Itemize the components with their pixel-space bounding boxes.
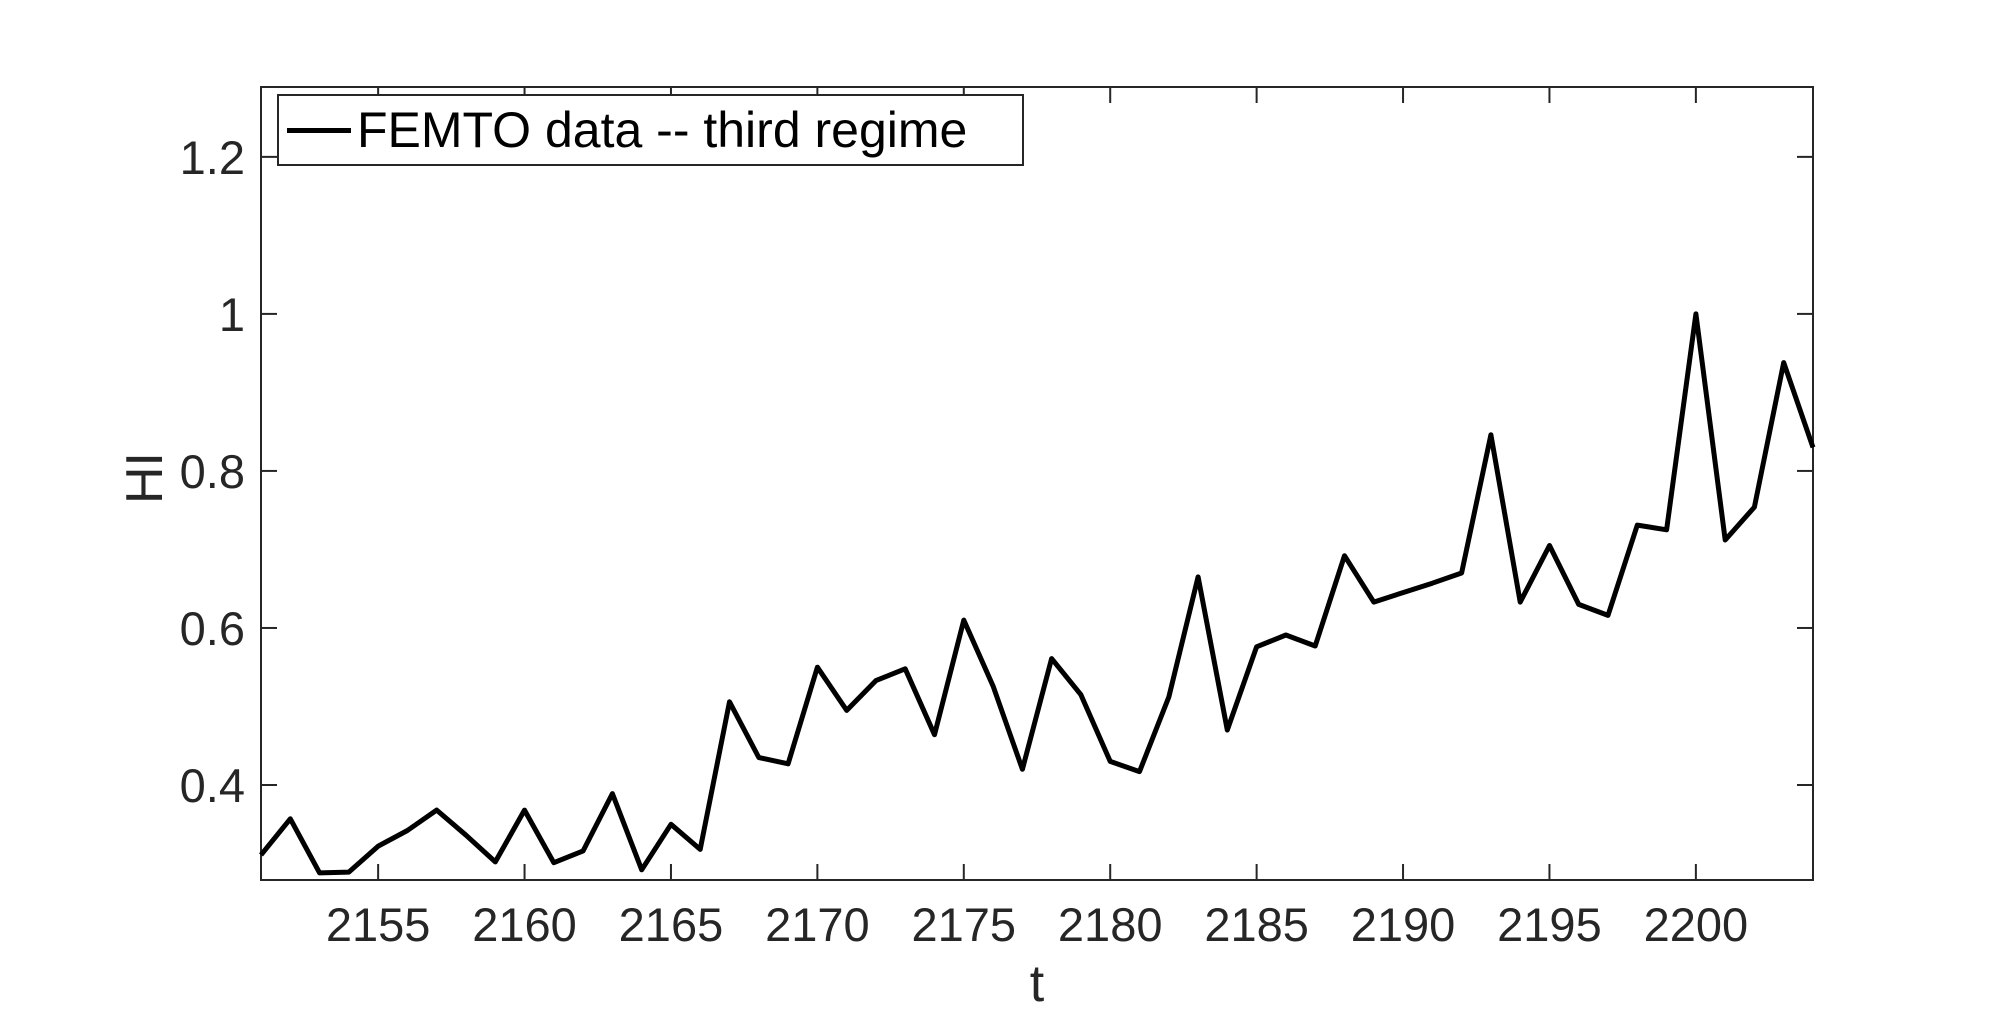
x-tick-label: 2175 — [912, 898, 1017, 951]
x-tick-label: 2170 — [765, 898, 870, 951]
x-tick-label: 2185 — [1204, 898, 1309, 951]
axes-box — [260, 86, 1814, 881]
legend-line-sample — [287, 127, 351, 133]
x-tick-label: 2180 — [1058, 898, 1163, 951]
y-axis-label: HI — [116, 452, 174, 504]
legend-label: FEMTO data -- third regime — [357, 102, 968, 158]
x-tick-label: 2165 — [619, 898, 724, 951]
y-tick-label: 0.4 — [180, 759, 245, 812]
legend: FEMTO data -- third regime — [277, 94, 1024, 166]
x-tick-label: 2190 — [1351, 898, 1456, 951]
y-tick-label: 0.8 — [180, 445, 245, 498]
y-tick-label: 1.2 — [180, 131, 245, 184]
y-tick-label: 1 — [219, 288, 245, 341]
y-tick-label: 0.6 — [180, 602, 245, 655]
x-tick-label: 2155 — [326, 898, 431, 951]
x-tick-label: 2195 — [1497, 898, 1602, 951]
x-tick-label: 2160 — [472, 898, 577, 951]
data-series-line — [259, 311, 1816, 876]
x-tick-label: 2200 — [1644, 898, 1749, 951]
x-axis-label: t — [1029, 955, 1045, 1013]
